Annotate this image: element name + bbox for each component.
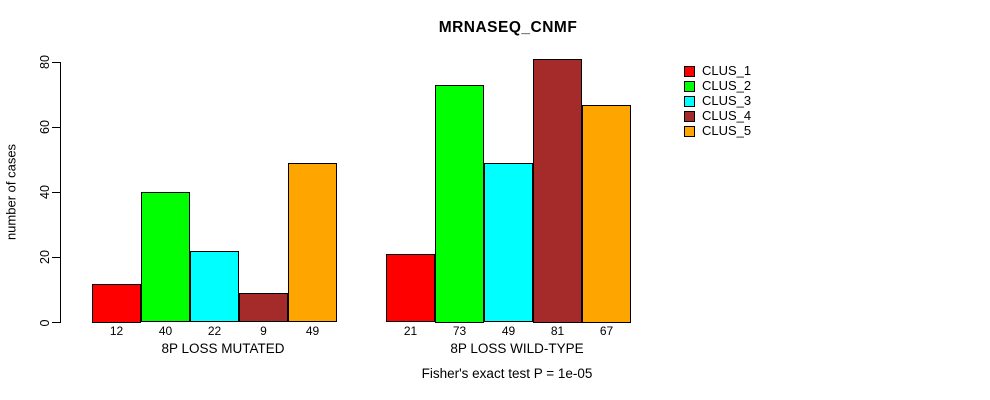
y-axis-tick [52, 322, 60, 323]
chart-title: MRNASEQ_CNMF [438, 19, 578, 36]
legend-label: CLUS_4 [702, 108, 752, 123]
legend-item: CLUS_5 [684, 123, 752, 138]
bar-clus_2 [435, 85, 484, 323]
bar-value-label: 40 [158, 324, 173, 338]
bar-clus_5 [288, 163, 337, 323]
bar-value-label: 49 [305, 324, 320, 338]
legend-item: CLUS_4 [684, 108, 752, 123]
legend-swatch-clus_1 [684, 65, 695, 77]
y-axis-tick [52, 126, 60, 128]
y-axis-tick-label: 40 [38, 185, 52, 200]
bar-value-label: 22 [207, 324, 222, 338]
y-axis-tick-label: 0 [38, 319, 52, 326]
legend-item: CLUS_1 [684, 63, 752, 78]
bar-clus_2 [141, 192, 190, 323]
legend-label: CLUS_5 [702, 123, 752, 138]
y-axis [60, 62, 61, 323]
bar-clus_4 [239, 293, 288, 323]
legend-swatch-clus_2 [684, 80, 695, 92]
bar-value-label: 21 [403, 324, 418, 338]
bar-clus_1 [386, 254, 435, 323]
bar-value-label: 81 [550, 324, 565, 338]
legend-label: CLUS_1 [702, 63, 752, 78]
bar-value-label: 12 [109, 324, 124, 338]
bar-value-label: 49 [501, 324, 516, 338]
legend-swatch-clus_3 [684, 95, 695, 107]
y-axis-label: number of cases [3, 143, 19, 241]
y-axis-tick [52, 256, 60, 258]
legend-swatch-clus_5 [684, 125, 695, 137]
bar-clus_3 [190, 250, 239, 323]
bar-clus_3 [484, 163, 533, 323]
y-axis-tick [52, 191, 60, 193]
legend-label: CLUS_3 [702, 93, 752, 108]
legend-item: CLUS_2 [684, 78, 752, 93]
bar-value-label: 67 [599, 324, 614, 338]
bar-clus_1 [92, 283, 141, 323]
y-axis-tick-label: 60 [38, 120, 52, 135]
x-group-label: 8P LOSS WILD-TYPE [450, 341, 584, 356]
y-axis-tick-label: 80 [38, 55, 52, 70]
x-group-label: 8P LOSS MUTATED [161, 341, 285, 356]
bar-value-label: 9 [260, 324, 267, 338]
legend-item: CLUS_3 [684, 93, 752, 108]
bar-value-label: 73 [452, 324, 467, 338]
footnote: Fisher's exact test P = 1e-05 [421, 366, 593, 381]
legend-label: CLUS_2 [702, 78, 752, 93]
legend-swatch-clus_4 [684, 110, 695, 122]
bar-clus_5 [582, 104, 631, 323]
bar-clus_4 [533, 59, 582, 323]
y-axis-tick-label: 20 [38, 250, 52, 265]
y-axis-tick [52, 61, 60, 63]
